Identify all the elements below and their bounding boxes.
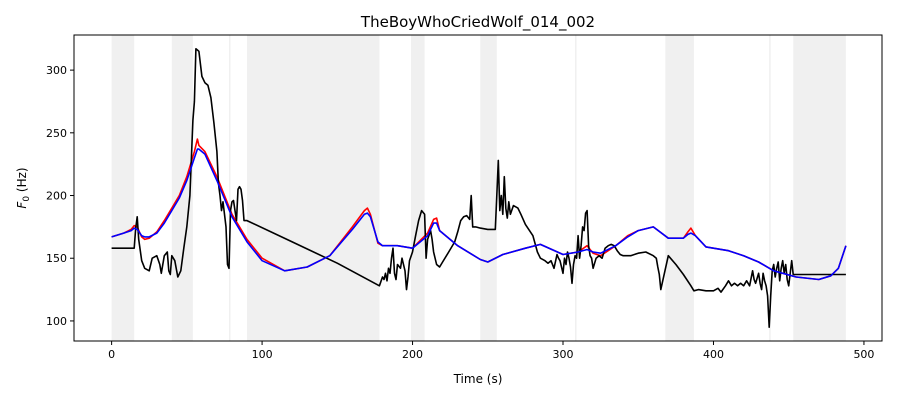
shaded-region-5 bbox=[480, 35, 497, 341]
shaded-region-8 bbox=[769, 35, 771, 341]
series-group bbox=[111, 48, 847, 328]
shaded-region-4 bbox=[411, 35, 425, 341]
x-axis: 0 100 200 300 400 500 bbox=[108, 341, 874, 361]
y-axis: 100 150 200 250 300 bbox=[46, 64, 74, 328]
series-line-2 bbox=[111, 148, 847, 281]
y-tick-label-200: 200 bbox=[46, 190, 67, 203]
x-tick-label-200: 200 bbox=[402, 348, 423, 361]
y-tick-label-250: 250 bbox=[46, 127, 67, 140]
y-axis-label-unit: (Hz) bbox=[15, 167, 29, 196]
y-tick-label-150: 150 bbox=[46, 252, 67, 265]
x-tick-label-0: 0 bbox=[108, 348, 115, 361]
shaded-region-3 bbox=[247, 35, 380, 341]
shaded-region-6 bbox=[575, 35, 577, 341]
y-tick-label-300: 300 bbox=[46, 64, 67, 77]
y-axis-label-subscript: 0 bbox=[22, 196, 32, 202]
y-tick-label-100: 100 bbox=[46, 315, 67, 328]
shaded-region-0 bbox=[111, 35, 135, 341]
x-tick-label-100: 100 bbox=[252, 348, 273, 361]
shaded-regions bbox=[111, 35, 846, 341]
y-axis-label: F0 (Hz) bbox=[15, 167, 32, 208]
series-line-1 bbox=[111, 48, 846, 328]
shaded-region-2 bbox=[228, 35, 231, 341]
y-axis-label-f: F bbox=[15, 201, 29, 209]
series-line-0 bbox=[111, 138, 847, 281]
shaded-region-9 bbox=[793, 35, 846, 341]
plot-frame bbox=[73, 34, 883, 342]
x-axis-label: Time (s) bbox=[453, 372, 503, 386]
chart-title: TheBoyWhoCriedWolf_014_002 bbox=[360, 13, 595, 32]
x-tick-label-300: 300 bbox=[553, 348, 574, 361]
shaded-region-7 bbox=[665, 35, 694, 341]
x-tick-label-500: 500 bbox=[853, 348, 874, 361]
x-tick-label-400: 400 bbox=[703, 348, 724, 361]
